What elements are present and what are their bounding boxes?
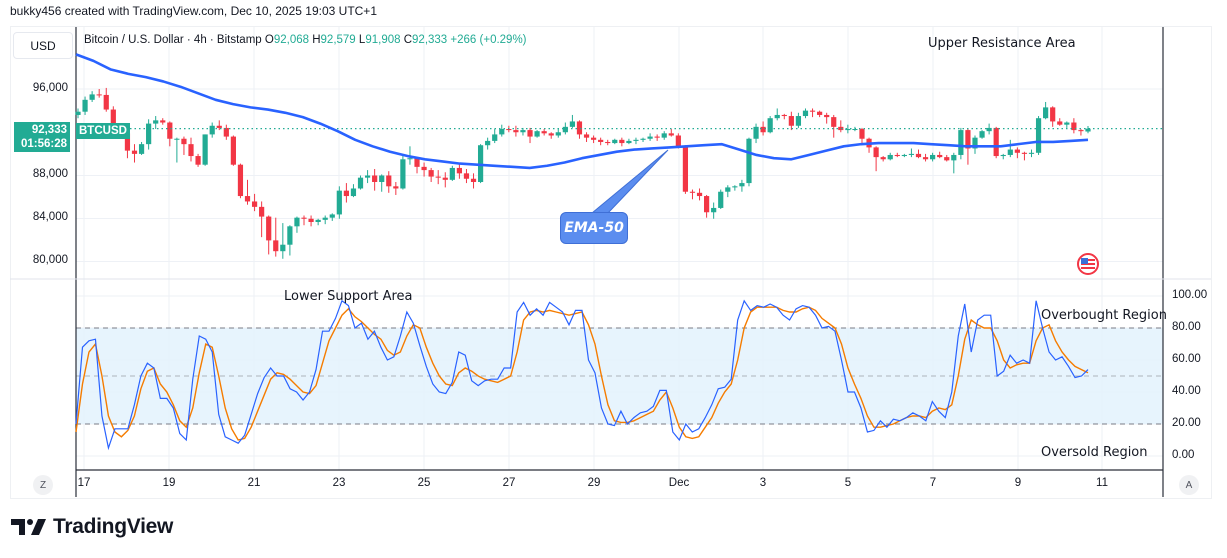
- price-tick: 80,000: [32, 254, 68, 266]
- zoom-z-button[interactable]: Z: [33, 475, 53, 495]
- last-price-value: 92,333: [31, 124, 67, 136]
- time-tick: 3: [759, 477, 767, 489]
- close-label: C: [403, 34, 413, 46]
- change-value: +266 (+0.29%): [450, 34, 527, 46]
- last-price-label: 92,333 01:56:28: [14, 122, 70, 152]
- ema-50-callout[interactable]: EMA-50: [560, 212, 628, 244]
- symbol-tag: BTCUSD: [76, 123, 130, 139]
- close-value: 92,333: [412, 34, 448, 46]
- time-tick: 19: [162, 477, 176, 489]
- osc-tick: 0.00: [1172, 449, 1195, 461]
- price-tick: 84,000: [32, 211, 68, 223]
- time-tick: 29: [587, 477, 601, 489]
- currency-button[interactable]: USD: [13, 32, 73, 59]
- time-tick: 17: [77, 477, 91, 489]
- author-credit: bukky456 created with TradingView.com, D…: [10, 4, 377, 18]
- time-tick: 27: [502, 477, 516, 489]
- candles: [75, 87, 1091, 259]
- osc-tick: 60.00: [1172, 353, 1201, 365]
- tradingview-logo[interactable]: TradingView: [11, 515, 173, 539]
- time-tick: 9: [1014, 477, 1022, 489]
- osc-tick: 80.00: [1172, 321, 1201, 333]
- osc-tick: 20.00: [1172, 417, 1201, 429]
- high-label: H: [312, 34, 321, 46]
- time-tick: 5: [844, 477, 852, 489]
- time-tick: 23: [332, 477, 346, 489]
- osc-tick: 40.00: [1172, 385, 1201, 397]
- tradingview-logo-text: TradingView: [53, 515, 174, 538]
- time-tick: 7: [929, 477, 937, 489]
- upper-resistance-label: Upper Resistance Area: [928, 36, 1076, 51]
- tradingview-logo-icon: [11, 519, 46, 535]
- ema-50-line: [75, 53, 1089, 170]
- us-flag-event-icon: [1077, 253, 1099, 275]
- auto-scale-button[interactable]: A: [1179, 475, 1199, 495]
- open-label: O: [264, 34, 274, 46]
- low-label: L: [358, 34, 366, 46]
- time-tick: Dec: [668, 477, 690, 489]
- low-value: 91,908: [365, 34, 401, 46]
- ema-callout-pointer: [590, 149, 669, 214]
- time-tick: 21: [247, 477, 261, 489]
- bar-countdown: 01:56:28: [20, 138, 67, 150]
- oversold-label: Oversold Region: [1041, 445, 1148, 460]
- time-tick: 11: [1096, 477, 1108, 489]
- ohlc-legend: Bitcoin / U.S. Dollar · 4h · Bitstamp O9…: [84, 34, 527, 46]
- price-tick: 96,000: [32, 82, 68, 94]
- stoch-k-line: [75, 299, 1089, 451]
- overbought-label: Overbought Region: [1041, 308, 1167, 323]
- price-tick: 88,000: [32, 168, 68, 180]
- time-tick: 25: [417, 477, 431, 489]
- high-value: 92,579: [320, 34, 356, 46]
- lower-support-label: Lower Support Area: [284, 289, 413, 304]
- symbol-description: Bitcoin / U.S. Dollar · 4h · Bitstamp: [84, 34, 262, 46]
- open-value: 92,068: [273, 34, 310, 46]
- osc-tick: 100.00: [1172, 289, 1208, 301]
